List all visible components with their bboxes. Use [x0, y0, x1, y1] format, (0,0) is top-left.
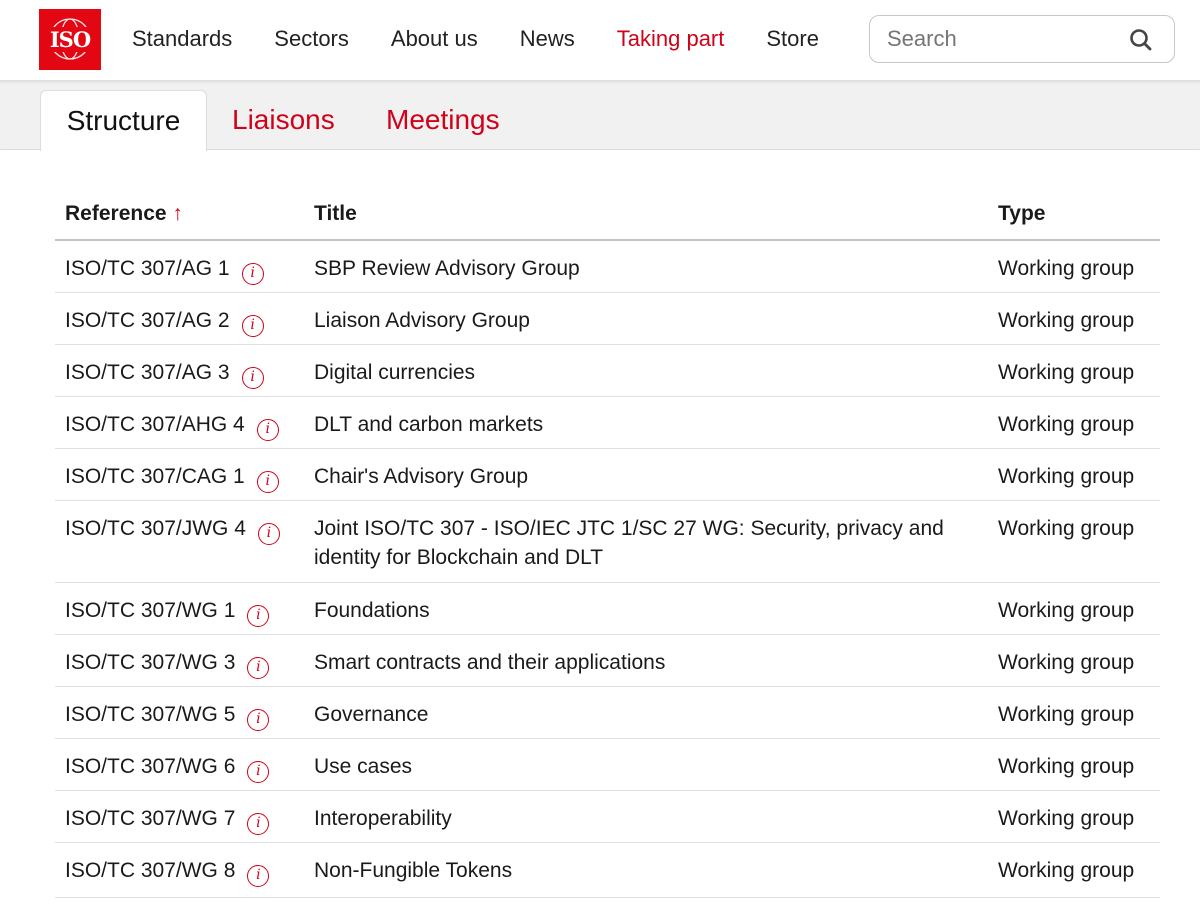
title-cell: DLT and carbon markets [304, 396, 988, 449]
search-icon[interactable] [1128, 27, 1154, 53]
reference-cell: ISO/TC 307/AG 3 i [55, 344, 304, 397]
reference-cell: ISO/TC 307/CAG 1 i [55, 448, 304, 501]
reference-cell: ISO/TC 307/AG 2 i [55, 292, 304, 345]
table-row[interactable]: ISO/TC 307/AG 1 i SBP Review Advisory Gro… [55, 240, 1160, 293]
type-cell: Working group [988, 738, 1160, 791]
title-cell: Digital currencies [304, 344, 988, 397]
info-icon[interactable]: i [247, 604, 270, 627]
reference-cell: ISO/TC 307/WG 7 i [55, 790, 304, 843]
type-cell: Working group [988, 686, 1160, 739]
logo-text: ISO [48, 27, 91, 52]
column-title[interactable]: Title [304, 190, 988, 241]
nav-news[interactable]: News [519, 26, 575, 51]
reference-link[interactable]: ISO/TC 307/AG 1 [65, 257, 230, 280]
nav-standards[interactable]: Standards [132, 26, 233, 51]
title-cell: Use cases [304, 738, 988, 791]
info-icon[interactable]: i [256, 470, 279, 493]
title-cell: Chair's Advisory Group [304, 448, 988, 501]
search-input[interactable] [887, 26, 1127, 52]
sort-ascending-icon: ↑ [172, 202, 183, 225]
tab-structure[interactable]: Structure [40, 90, 207, 151]
reference-link[interactable]: ISO/TC 307/CAG 1 [65, 464, 245, 488]
table-row[interactable]: ISO/TC 307/WG 7 i Interoperability Workin… [55, 790, 1160, 843]
nav-sectors[interactable]: Sectors [274, 26, 349, 51]
reference-cell: ISO/TC 307/WG 8 i [55, 842, 304, 898]
type-cell: Working group [988, 396, 1160, 449]
reference-link[interactable]: ISO/TC 307/AHG 4 [65, 412, 245, 436]
reference-link[interactable]: ISO/TC 307/WG 7 [65, 806, 236, 830]
reference-header-label: Reference [65, 202, 167, 225]
table-row[interactable]: ISO/TC 307/AHG 4 i DLT and carbon markets… [55, 396, 1160, 449]
reference-cell: ISO/TC 307/WG 5 i [55, 686, 304, 739]
tab-liaisons[interactable]: Liaisons [232, 104, 335, 135]
reference-cell: ISO/TC 307/WG 6 i [55, 738, 304, 791]
type-cell: Working group [988, 790, 1160, 843]
main-nav: Standards Sectors About us News Taking p… [132, 26, 861, 52]
info-icon[interactable]: i [241, 366, 264, 389]
type-cell: Working group [988, 634, 1160, 687]
table-row[interactable]: ISO/TC 307/WG 5 i Governance Working grou… [55, 686, 1160, 739]
info-icon[interactable]: i [241, 263, 264, 285]
nav-taking-part[interactable]: Taking part [616, 26, 725, 51]
search-box [869, 15, 1175, 63]
reference-link[interactable]: ISO/TC 307/WG 1 [65, 598, 236, 622]
title-cell: Interoperability [304, 790, 988, 843]
type-cell: Working group [988, 448, 1160, 501]
title-cell: Non-Fungible Tokens [304, 842, 988, 898]
type-cell: Working group [988, 240, 1160, 293]
nav-store[interactable]: Store [766, 26, 819, 51]
table-header-row: Reference ↑ Title Type [55, 190, 1160, 241]
type-cell: Working group [988, 842, 1160, 898]
info-icon[interactable]: i [241, 314, 264, 337]
table-row[interactable]: ISO/TC 307/WG 3 i Smart contracts and the… [55, 634, 1160, 687]
reference-link[interactable]: ISO/TC 307/JWG 4 [65, 516, 246, 540]
reference-cell: ISO/TC 307/WG 3 i [55, 634, 304, 687]
column-reference[interactable]: Reference ↑ [55, 190, 304, 241]
type-cell: Working group [988, 582, 1160, 635]
info-icon[interactable]: i [247, 864, 270, 887]
table-row[interactable]: ISO/TC 307/CAG 1 i Chair's Advisory Group… [55, 448, 1160, 501]
reference-cell: ISO/TC 307/AHG 4 i [55, 396, 304, 449]
reference-link[interactable]: ISO/TC 307/WG 8 [65, 858, 236, 882]
reference-link[interactable]: ISO/TC 307/WG 3 [65, 650, 236, 674]
title-cell: Joint ISO/TC 307 - ISO/IEC JTC 1/SC 27 W… [304, 500, 988, 583]
info-icon[interactable]: i [247, 656, 270, 679]
reference-link[interactable]: ISO/TC 307/WG 6 [65, 754, 236, 778]
structure-table: Reference ↑ Title Type ISO/TC 307/AG 1 i … [55, 190, 1160, 898]
info-icon[interactable]: i [247, 708, 270, 731]
info-icon[interactable]: i [247, 760, 270, 783]
reference-cell: ISO/TC 307/WG 1 i [55, 582, 304, 635]
type-cell: Working group [988, 344, 1160, 397]
info-icon[interactable]: i [256, 418, 279, 441]
info-icon[interactable]: i [247, 812, 270, 835]
column-type[interactable]: Type [988, 190, 1160, 241]
nav-about-us[interactable]: About us [390, 26, 478, 51]
reference-link[interactable]: ISO/TC 307/AG 3 [65, 360, 230, 384]
title-cell: Liaison Advisory Group [304, 292, 988, 345]
title-cell: Governance [304, 686, 988, 739]
title-cell: Smart contracts and their applications [304, 634, 988, 687]
table-row[interactable]: ISO/TC 307/WG 1 i Foundations Working gro… [55, 582, 1160, 635]
type-cell: Working group [988, 500, 1160, 583]
reference-link[interactable]: ISO/TC 307/AG 2 [65, 308, 230, 332]
site-header: ISO Standards Sectors About us News Taki… [0, 0, 1200, 80]
reference-cell: ISO/TC 307/AG 1 i [55, 240, 304, 293]
title-cell: Foundations [304, 582, 988, 635]
reference-link[interactable]: ISO/TC 307/WG 5 [65, 702, 236, 726]
iso-logo[interactable]: ISO [39, 9, 101, 70]
reference-cell: ISO/TC 307/JWG 4 i [55, 500, 304, 583]
type-cell: Working group [988, 292, 1160, 345]
info-icon[interactable]: i [257, 522, 280, 545]
tab-meetings[interactable]: Meetings [386, 104, 500, 135]
table-row[interactable]: ISO/TC 307/JWG 4 i Joint ISO/TC 307 - ISO… [55, 500, 1160, 583]
table-row[interactable]: ISO/TC 307/WG 6 i Use cases Working group [55, 738, 1160, 791]
title-cell: SBP Review Advisory Group [304, 240, 988, 293]
tab-bar: Structure Liaisons Meetings [0, 80, 1200, 151]
table-row[interactable]: ISO/TC 307/AG 3 i Digital currencies Work… [55, 344, 1160, 397]
table-row[interactable]: ISO/TC 307/WG 8 i Non-Fungible Tokens Wor… [55, 842, 1160, 898]
